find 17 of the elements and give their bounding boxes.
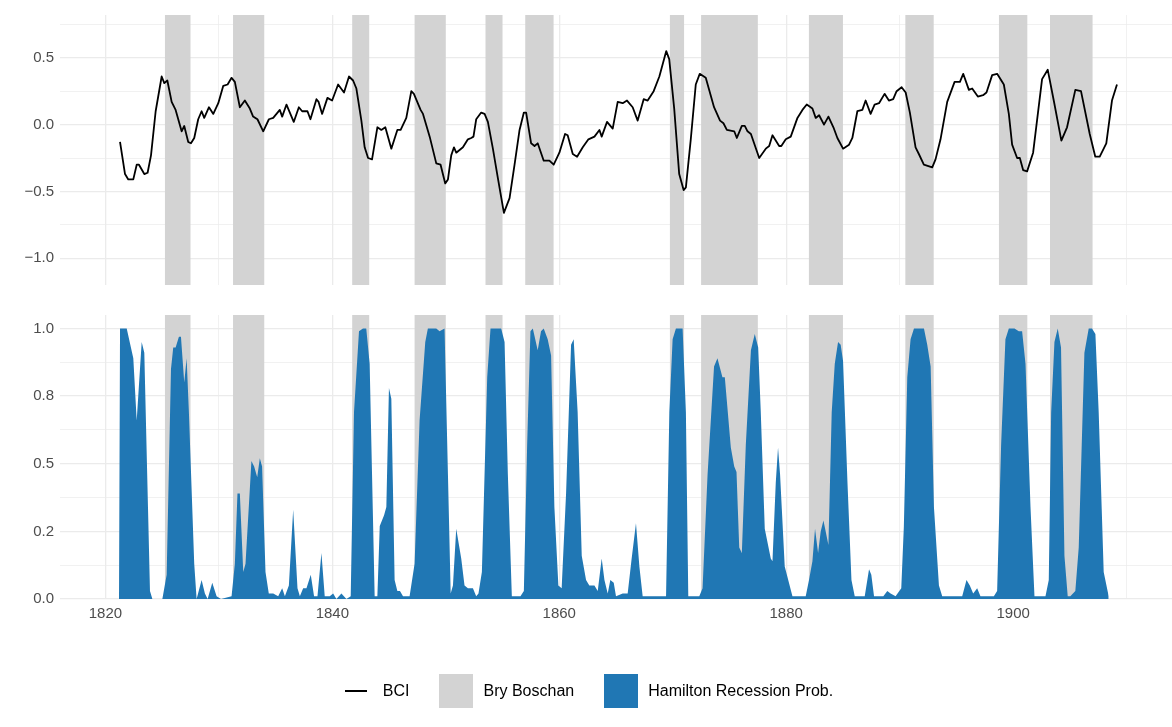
y-tick-label: 0.5 [33, 453, 54, 471]
y-tick-label: −1.0 [24, 248, 54, 266]
y-tick-label: 0.5 [33, 47, 54, 65]
y-tick-label: 0.8 [33, 386, 54, 404]
x-tick-label: 1880 [769, 604, 803, 622]
y-tick-label: 0.2 [33, 521, 54, 539]
legend-label: BCI [382, 682, 410, 700]
legend-label: Bry Boschan [483, 682, 575, 700]
legend-label: Hamilton Recession Prob. [648, 682, 834, 700]
y-tick-label: −0.5 [24, 181, 54, 199]
x-tick-label: 1820 [88, 604, 123, 622]
y-tick-label: 0.0 [33, 589, 54, 607]
y-tick-label: 1.0 [33, 318, 54, 336]
x-tick-label: 1840 [315, 604, 350, 622]
y-tick-label: 0.0 [33, 114, 54, 132]
x-tick-label: 1860 [542, 604, 576, 622]
x-tick-label: 1900 [996, 604, 1030, 622]
